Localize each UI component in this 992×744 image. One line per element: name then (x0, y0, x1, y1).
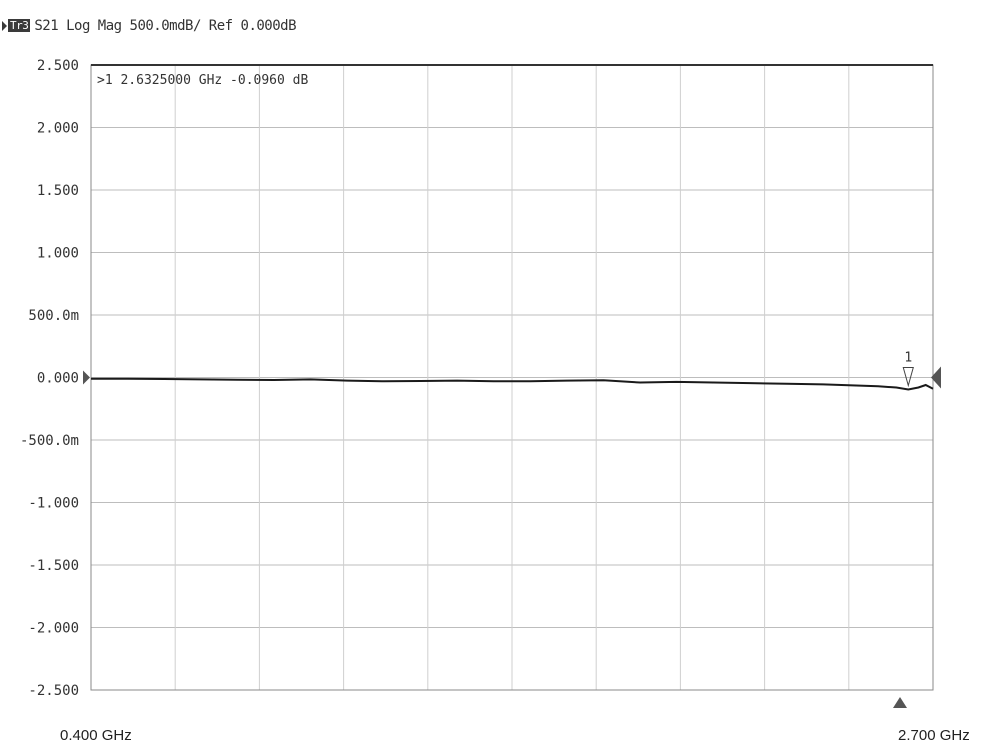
stop-frequency-label: 2.700 GHz (898, 727, 970, 744)
y-tick-labels: 2.500 2.000 1.500 1.000 500.0m 0.000 -500.0m -1… (20, 58, 79, 699)
start-frequency-label: 0.400 GHz (60, 727, 132, 744)
marker-readout: >1 2.6325000 GHz -0.0960 dB (97, 73, 308, 88)
y-tick-label: 2.000 (37, 121, 79, 137)
stop-frequency-triangle (893, 697, 907, 708)
y-tick-label: 1.500 (37, 183, 79, 199)
reference-level-left-arrow[interactable] (83, 371, 90, 385)
marker-number-label: 1 (904, 351, 912, 366)
y-tick-label: -2.500 (28, 683, 79, 699)
y-tick-label: 1.000 (37, 246, 79, 262)
y-tick-label: -1.000 (28, 496, 79, 512)
grid-lines (91, 65, 933, 690)
y-tick-label: 2.500 (37, 58, 79, 74)
marker-triangle[interactable] (903, 368, 913, 386)
y-tick-label: 0.000 (37, 371, 79, 387)
markers-layer: 1 (903, 351, 913, 386)
y-tick-label: -1.500 (28, 558, 79, 574)
y-tick-label: 500.0m (28, 308, 79, 324)
y-tick-label: -2.000 (28, 621, 79, 637)
y-tick-label: -500.0m (20, 433, 79, 449)
